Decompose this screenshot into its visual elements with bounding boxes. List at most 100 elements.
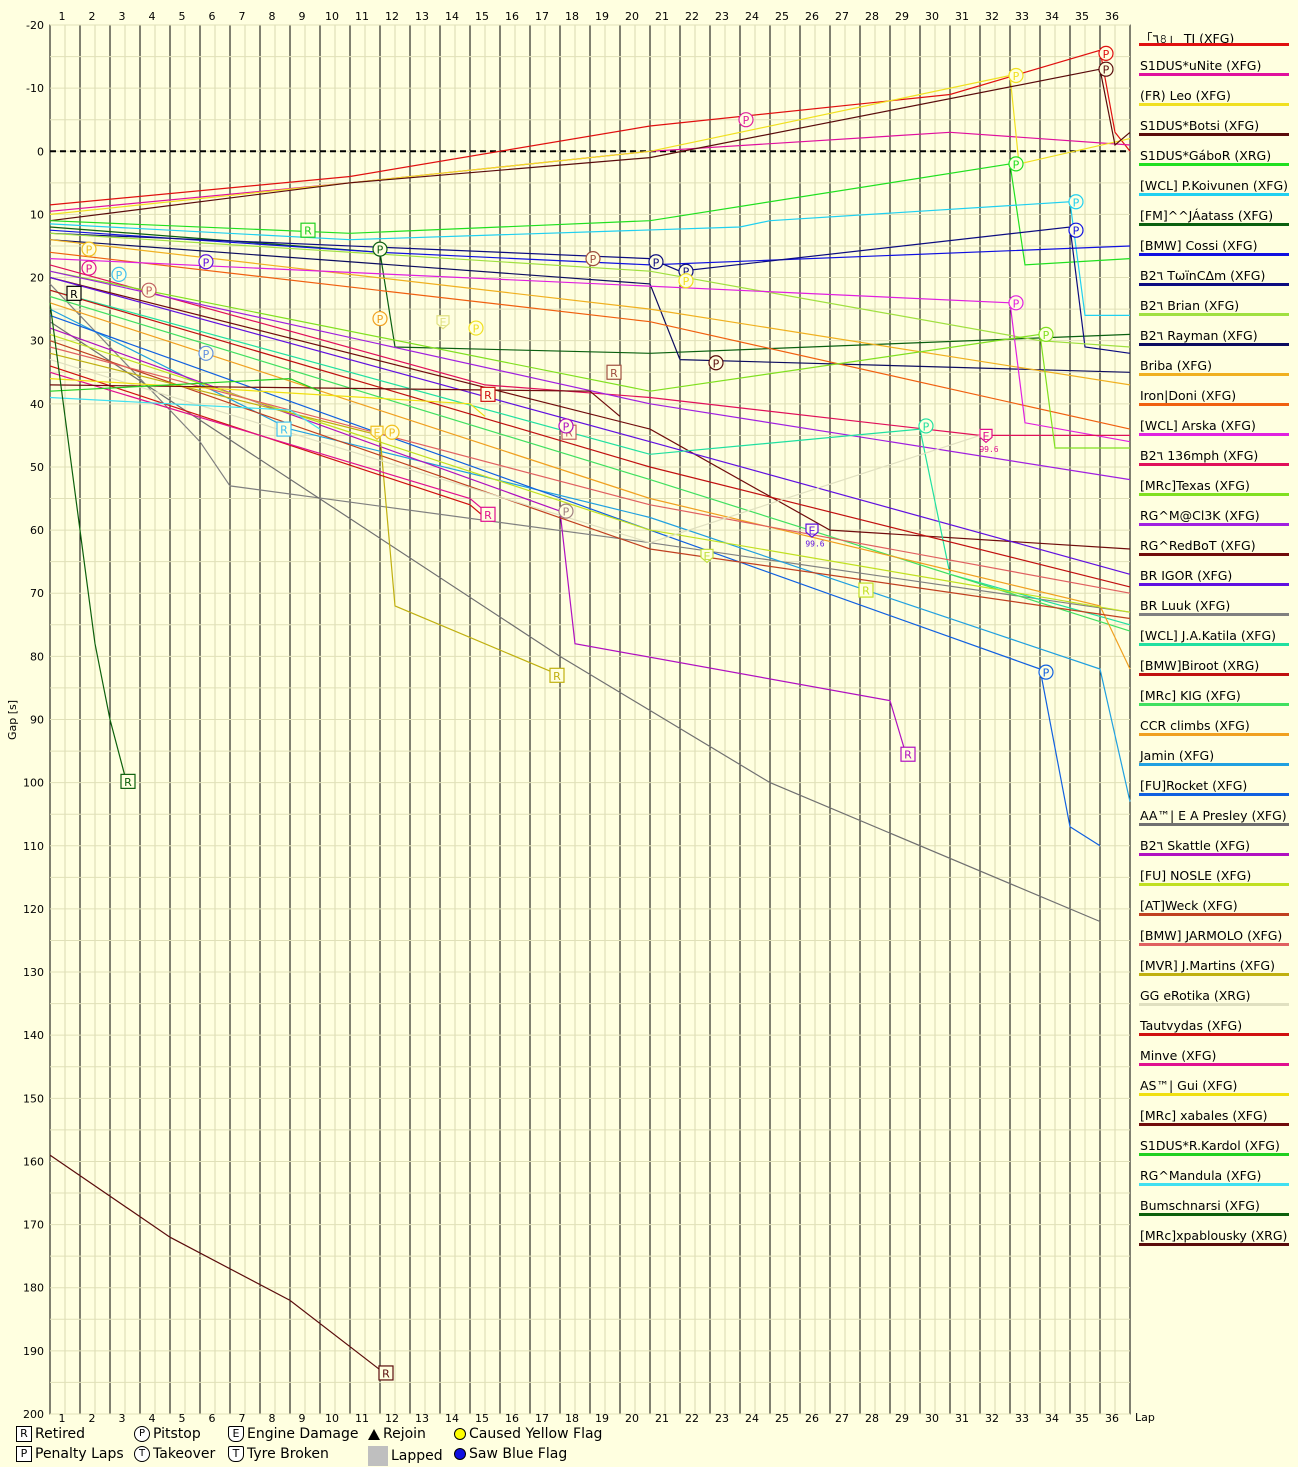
legend-label: [MRc] xabales (XFG) [1140,1108,1268,1123]
legend-swatch [1139,1093,1289,1096]
legend-item: RG^Mandula (XFG) [1139,1165,1291,1195]
retired-marker [480,506,496,522]
x-tick-label-bottom: 7 [239,1412,246,1425]
legend-swatch [1139,493,1289,496]
legend-swatch [1139,1063,1289,1066]
legend-item: [WCL] Arska (XFG) [1139,415,1291,445]
x-tick-label-top: 31 [955,10,969,23]
key-label: Rejoin [383,1426,426,1442]
x-tick-label-bottom: 36 [1105,1412,1119,1425]
x-tick-label-bottom: 30 [925,1412,939,1425]
marker-glyph: P [1103,64,1110,77]
legend-label: AS™| Gui (XFG) [1140,1078,1238,1093]
series-line [49,377,321,392]
legend-item: S1DUS*uNite (XFG) [1139,55,1291,85]
x-tick-label-bottom: 16 [505,1412,519,1425]
x-tick-label-bottom: 28 [865,1412,879,1425]
y-axis-label: Gap [s] [6,700,19,740]
legend-item: (FR) Leo (XFG) [1139,85,1291,115]
legend-swatch [1139,673,1289,676]
legend-swatch [1139,43,1289,46]
x-axis-label: Lap [1135,1411,1155,1424]
legend-label: [AT]Weck (XFG) [1140,898,1238,913]
x-tick-label-top: 33 [1015,10,1029,23]
marker-glyph: E [374,427,381,440]
box-icon: R [16,1426,32,1442]
pitstop-marker [1068,194,1084,210]
marker-glyph: P [590,253,597,266]
x-tick-label-bottom: 34 [1045,1412,1059,1425]
marker-glyph: E [809,525,816,538]
pitstop-marker [1008,67,1024,84]
circle-icon: P [134,1426,150,1442]
series-line [49,346,1131,594]
legend-label: S1DUS*uNite (XFG) [1140,58,1262,73]
marker-glyph: R [862,585,870,598]
legend-swatch [1139,943,1289,946]
legend-item: [BMW]Biroot (XRG) [1139,655,1291,685]
series-line [49,239,1131,386]
legend-item: RG^M@Cl3K (XFG) [1139,505,1291,535]
key-item: Saw Blue Flag [454,1446,567,1462]
legend-item: [MRc] xabales (XFG) [1139,1105,1291,1135]
y-tick-label: 60 [30,524,44,537]
legend-swatch [1139,853,1289,856]
legend-item: [MRc]xpablousky (XRG) [1139,1225,1291,1255]
legend-item: BR Luuk (XFG) [1139,595,1291,625]
marker-glyph: P [86,263,93,276]
key-label: Retired [35,1426,86,1442]
pitstop-marker [81,241,97,257]
marker-glyph: P [203,348,210,361]
legend-item: Tautvydas (XFG) [1139,1015,1291,1045]
series-line [49,327,906,752]
legend-item: AA™| E A Presley (XFG) [1139,805,1291,835]
x-tick-label-bottom: 21 [655,1412,669,1425]
marker-glyph: P [116,269,123,282]
legend-label: [BMW]Biroot (XRG) [1140,658,1260,673]
legend-swatch [1139,373,1289,376]
marker-glyph: P [389,427,396,440]
legend-item: B2٦ 136mph (XFG) [1139,445,1291,475]
legend-swatch [1139,643,1289,646]
x-tick-label-top: 13 [415,10,429,23]
y-tick-label: 40 [30,398,44,411]
key-item: T Takeover [134,1446,215,1462]
flag-dot-icon [454,1428,466,1440]
x-tick-label-bottom: 20 [625,1412,639,1425]
legend-label: [BMW] Cossi (XFG) [1140,238,1258,253]
series-line [49,1154,381,1371]
marker-glyph: P [563,420,570,433]
legend-item: B2٦ TѡïnCΔm (XFG) [1139,265,1291,295]
shield-icon: E [228,1426,244,1442]
pitstop-marker [585,251,601,267]
legend-item: 「٦৪」 TJ (XFG) [1139,25,1291,55]
shield-icon: T [228,1446,244,1462]
x-tick-label-top: 8 [269,10,276,23]
series-line [49,239,1131,373]
legend-item: B2٦ Skattle (XFG) [1139,835,1291,865]
legend-item: [BMW] Cossi (XFG) [1139,235,1291,265]
legend-label: S1DUS*R.Kardol (XFG) [1140,1138,1280,1153]
y-tick-label: 10 [30,208,44,221]
x-tick-label-top: 30 [925,10,939,23]
pitstop-marker [708,355,724,371]
x-tick-label-top: 9 [299,10,306,23]
marker-glyph: P [1043,667,1050,680]
x-tick-label-bottom: 23 [715,1412,729,1425]
legend-item: [AT]Weck (XFG) [1139,895,1291,925]
x-tick-label-bottom: 11 [355,1412,369,1425]
retired-marker [858,582,874,598]
pitstop-marker [558,503,574,519]
key-item: Caused Yellow Flag [454,1426,602,1442]
legend-label: RG^Mandula (XFG) [1140,1168,1262,1183]
legend-label: B2٦ Rayman (XFG) [1140,328,1258,343]
engine-damage-marker [370,425,384,441]
y-tick-label: 100 [23,777,44,790]
x-tick-label-bottom: 19 [595,1412,609,1425]
marker-glyph: P [1013,70,1020,83]
x-tick-label-top: 1 [59,10,66,23]
legend-label: B2٦ TѡïnCΔm (XFG) [1140,268,1266,283]
key-item: Lapped [368,1446,443,1466]
x-tick-label-bottom: 35 [1075,1412,1089,1425]
